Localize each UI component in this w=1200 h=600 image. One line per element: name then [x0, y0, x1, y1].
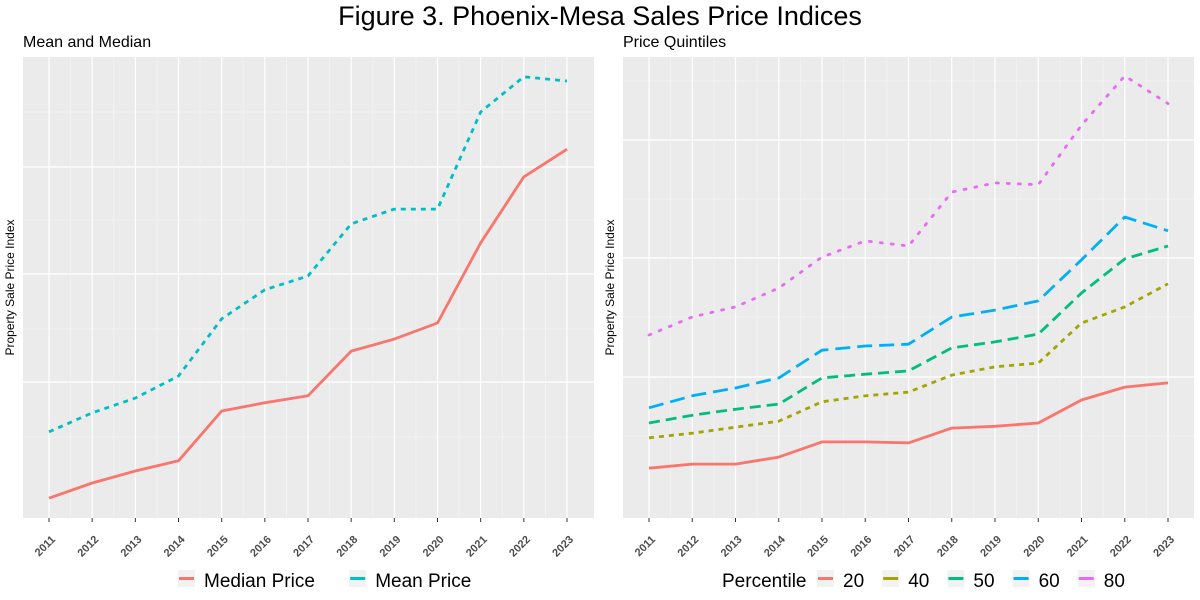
x-tick-label: 2022	[1108, 534, 1134, 560]
x-tick-label: 2022	[507, 534, 533, 560]
x-tick-label: 2013	[119, 534, 145, 560]
legend-item: 40	[882, 570, 929, 592]
legend-item: 80	[1077, 570, 1125, 592]
series-line-60	[648, 215, 1169, 410]
panel-1: Mean and Median 2011 2012 2013 2014 2015 2016 2…	[3, 34, 594, 592]
legend: Median Price Mean Price	[178, 570, 471, 592]
y-axis-label: Property Sale Price Index	[603, 219, 617, 355]
x-tick-label: 2019	[378, 534, 404, 560]
panel-title: Price Quintiles	[623, 34, 726, 51]
legend-label: 80	[1104, 571, 1125, 592]
legend-label: 20	[843, 571, 864, 592]
series-line-median-price	[48, 148, 568, 500]
series-line-20	[648, 381, 1169, 470]
x-tick-label: 2015	[805, 534, 831, 560]
x-tick-label: 2021	[1065, 534, 1091, 560]
x-tick-label: 2021	[464, 534, 490, 560]
legend-item: 20	[817, 570, 864, 592]
legend-label: 50	[973, 571, 994, 592]
x-tick-label: 2014	[162, 533, 188, 559]
panel-title: Mean and Median	[23, 34, 151, 51]
x-tick-label: 2014	[762, 533, 788, 559]
x-tick-label: 2020	[1022, 534, 1048, 560]
x-tick-label: 2012	[75, 534, 101, 560]
panel-2: Price Quintiles 2011 2012 2013 2014 2015 2016 2…	[603, 34, 1194, 592]
legend-label: 40	[908, 571, 929, 592]
series-line-50	[648, 244, 1169, 425]
series-line-80	[647, 74, 1170, 337]
legend-label: Mean Price	[375, 571, 471, 592]
x-tick-label: 2013	[719, 534, 745, 560]
series-line-mean-price	[48, 75, 568, 434]
legend-title: Percentile	[722, 571, 807, 592]
legend-item: Median Price	[178, 570, 315, 592]
x-tick-label: 2016	[849, 534, 875, 560]
y-axis-label: Property Sale Price Index	[3, 219, 17, 355]
legend-item: Mean Price	[349, 570, 471, 592]
x-tick-label: 2011	[33, 534, 58, 559]
legend-item: 60	[1012, 570, 1060, 592]
x-tick-label: 2015	[205, 534, 231, 560]
x-tick-label: 2016	[248, 534, 274, 560]
legend-label: 60	[1039, 571, 1060, 592]
figure-title: Figure 3. Phoenix-Mesa Sales Price Indic…	[338, 1, 862, 31]
x-tick-label: 2020	[421, 534, 447, 560]
x-tick-label: 2011	[633, 534, 658, 559]
x-tick-label: 2023	[550, 534, 576, 560]
legend-item: 50	[947, 570, 995, 592]
x-tick-label: 2018	[334, 534, 360, 560]
x-tick-label: 2018	[935, 534, 961, 560]
x-tick-label: 2019	[978, 534, 1004, 560]
x-tick-label: 2017	[892, 534, 918, 560]
x-tick-label: 2023	[1151, 534, 1177, 560]
x-tick-label: 2012	[676, 534, 702, 560]
legend: Percentile 20 40 50 60 80	[722, 570, 1125, 592]
x-tick-label: 2017	[291, 534, 317, 560]
legend-label: Median Price	[204, 571, 315, 592]
